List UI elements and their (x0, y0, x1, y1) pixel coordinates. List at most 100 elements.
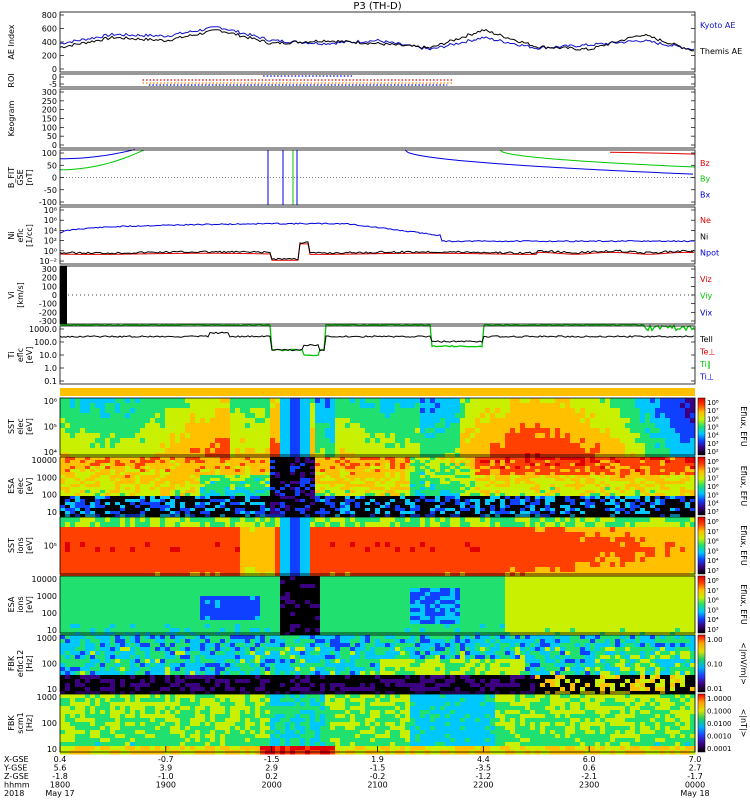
series-ti-par (59, 323, 695, 357)
colorbar-tick: 10⁷ (707, 475, 719, 483)
ytick-label: 10 (47, 508, 57, 517)
panel-ylabel: [eV] (25, 537, 34, 554)
legend-label: Themis AE (699, 47, 742, 56)
legend-label: Kyoto AE (700, 21, 735, 30)
panel-ylabel: SST (7, 538, 16, 553)
xaxis-value: 7.0 (689, 755, 702, 764)
panel-ylabel: [eV] (25, 596, 34, 613)
panel-ylabel: [km/s] (16, 282, 25, 308)
xaxis-value: 2000 (261, 781, 281, 790)
ytick-label: 10000 (32, 575, 57, 584)
ytick-label: 300 (42, 265, 57, 274)
colorbar-tick: 10⁷ (707, 528, 719, 536)
spectrogram-sst-elec (60, 398, 696, 459)
ytick-label: 10⁶ (44, 397, 57, 406)
colorbar-label: Eflux, EFU (739, 406, 748, 447)
ytick-label: 10000 (32, 456, 57, 465)
colorbar-tick: 10⁵ (707, 547, 719, 555)
ytick-label: -200 (39, 308, 57, 317)
colorbar-label: <|nT|> (739, 709, 748, 738)
colorbar-tick: 0.1000 (707, 708, 732, 716)
colorbar (697, 693, 706, 753)
xaxis-value: 6.0 (583, 755, 596, 764)
colorbar-tick: 10⁷ (707, 587, 719, 595)
panel-ylabel: ions (16, 537, 25, 553)
ytick-label: 10⁸ (44, 206, 57, 215)
panel-ylabel: AE Index (7, 24, 16, 59)
panel-ylabel: eflc (16, 228, 25, 242)
ytick-label: 300 (42, 88, 57, 97)
xaxis-value: -2.1 (581, 772, 597, 781)
colorbar-tick: 10⁴ (707, 432, 719, 440)
ytick-label: 10⁴ (44, 226, 57, 235)
ytick-label: 0 (52, 141, 57, 150)
ytick-label: 10⁵ (44, 542, 57, 551)
xaxis-value: 0.6 (583, 764, 596, 773)
colorbar (697, 634, 706, 693)
panel-ylabel: ESA (7, 596, 16, 612)
panel-ylabel: ESA (7, 478, 16, 494)
ytick-label: 10⁻² (39, 257, 57, 266)
ytick-label: 1000.0 (29, 325, 57, 334)
ytick-label: 10⁵ (44, 423, 57, 432)
colorbar-tick: 0.0010 (707, 733, 732, 741)
xaxis-value: 2100 (367, 781, 387, 790)
ytick-label: 10⁰ (44, 247, 57, 256)
panel-ylabel: B_FIT (7, 167, 16, 188)
colorbar-tick: 10⁸ (707, 518, 719, 526)
colorbar-tick: 10⁸ (707, 399, 719, 407)
ytick-label: 10 (47, 626, 57, 635)
colorbar-tick: 10⁴ (707, 616, 719, 624)
xaxis-value: 0.2 (265, 772, 278, 781)
panel-ylabel: SST (7, 419, 16, 434)
series-ni (59, 241, 695, 261)
colorbar-tick: 10⁶ (707, 415, 719, 423)
ytick-label: -100 (39, 198, 57, 207)
xaxis-value: 1900 (156, 781, 176, 790)
legend-label: Bx (700, 190, 710, 199)
series-bz (609, 151, 696, 155)
colorbar-tick: 1.00 (707, 636, 723, 644)
panel-ylabel: efdc12 (16, 650, 25, 677)
ytick-label: 10 (47, 685, 57, 694)
ytick-label: 1000 (37, 634, 57, 643)
panel-ylabel: scm1 (16, 712, 25, 733)
ytick-label: 0 (52, 174, 57, 183)
ytick-label: -300 (39, 317, 57, 326)
legend-label: Ti∥ (699, 360, 711, 369)
panel-ylabel: [Hz] (25, 715, 34, 731)
xaxis-row-label: Z-GSE (4, 772, 29, 781)
panel-frame (59, 88, 696, 149)
xaxis-value: May 18 (680, 789, 709, 798)
panel-ylabel: elec (16, 418, 25, 434)
panel-ylabel: GSE (16, 169, 25, 185)
ytick-label: 50 (47, 161, 57, 170)
colorbar-label: Eflux, EFU (739, 525, 748, 566)
colorbar-tick: 10⁸ (707, 458, 719, 466)
xaxis-value: 0000 (685, 781, 705, 790)
panel-ylabel: [eV] (25, 418, 34, 435)
colorbar-tick: 0.01 (707, 685, 723, 693)
series-by (59, 149, 145, 171)
panel-frame (59, 456, 696, 516)
panel-ylabel: FBK (7, 655, 16, 671)
ytick-label: 1000 (37, 592, 57, 601)
xaxis-row-label: hhmm (4, 781, 30, 790)
xaxis-value: -0.7 (158, 755, 174, 764)
xaxis-value: -0.2 (370, 772, 386, 781)
series-bx (404, 149, 694, 175)
ytick-label: 100 (42, 660, 57, 669)
legend-label: Ne (700, 216, 711, 225)
spectrogram-fbk-efield (60, 635, 696, 696)
colorbar-label: Eflux, EFU (739, 466, 748, 507)
panel-roi: ROI 0-5 (7, 73, 695, 89)
panel-frame (59, 397, 696, 456)
panel-ylabel: Ti (7, 352, 16, 360)
xaxis-value: -1.5 (264, 755, 280, 764)
xaxis-value: 0.4 (54, 755, 67, 764)
panel-frame (59, 325, 696, 385)
colorbar-tick: 10³ (707, 626, 719, 634)
spectrogram-esa-elec (60, 457, 696, 518)
